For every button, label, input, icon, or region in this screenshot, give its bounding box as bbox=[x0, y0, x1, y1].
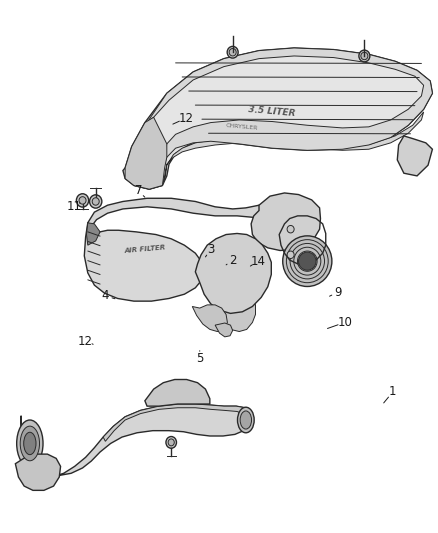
Polygon shape bbox=[125, 117, 166, 189]
Text: 3: 3 bbox=[207, 243, 214, 256]
Text: 14: 14 bbox=[250, 255, 265, 268]
Polygon shape bbox=[123, 48, 431, 189]
Text: 5: 5 bbox=[196, 352, 203, 365]
Ellipse shape bbox=[89, 195, 102, 208]
Polygon shape bbox=[192, 305, 227, 332]
Text: 3.5 LITER: 3.5 LITER bbox=[247, 106, 296, 118]
Polygon shape bbox=[21, 404, 251, 477]
Polygon shape bbox=[215, 323, 232, 337]
Polygon shape bbox=[15, 454, 60, 490]
Ellipse shape bbox=[240, 411, 251, 429]
Text: 10: 10 bbox=[336, 316, 351, 329]
Ellipse shape bbox=[237, 407, 254, 433]
Ellipse shape bbox=[282, 236, 331, 287]
Polygon shape bbox=[251, 193, 320, 251]
Ellipse shape bbox=[358, 50, 369, 62]
Ellipse shape bbox=[17, 420, 43, 467]
Ellipse shape bbox=[298, 252, 315, 270]
Text: 9: 9 bbox=[333, 286, 341, 298]
Polygon shape bbox=[215, 290, 255, 332]
Text: 1: 1 bbox=[388, 385, 396, 398]
Polygon shape bbox=[145, 379, 209, 406]
Ellipse shape bbox=[166, 437, 176, 448]
Ellipse shape bbox=[360, 52, 367, 60]
Ellipse shape bbox=[168, 439, 174, 446]
Ellipse shape bbox=[226, 46, 237, 58]
Text: CHRYSLER: CHRYSLER bbox=[225, 123, 257, 131]
Ellipse shape bbox=[92, 198, 99, 205]
Text: AIR FILTER: AIR FILTER bbox=[124, 245, 166, 254]
Ellipse shape bbox=[229, 49, 236, 56]
Ellipse shape bbox=[79, 197, 86, 204]
Polygon shape bbox=[195, 233, 271, 313]
Polygon shape bbox=[86, 223, 100, 245]
Polygon shape bbox=[396, 136, 431, 176]
Text: 11: 11 bbox=[66, 200, 81, 213]
Text: 2: 2 bbox=[228, 254, 236, 266]
Text: 7: 7 bbox=[134, 184, 142, 197]
Text: 12: 12 bbox=[78, 335, 93, 348]
Ellipse shape bbox=[20, 426, 39, 461]
Polygon shape bbox=[147, 48, 431, 164]
Polygon shape bbox=[125, 112, 423, 189]
Ellipse shape bbox=[286, 251, 293, 259]
Ellipse shape bbox=[286, 225, 293, 233]
Text: 12: 12 bbox=[178, 112, 193, 125]
Text: 4: 4 bbox=[101, 289, 109, 302]
Polygon shape bbox=[88, 198, 285, 227]
Ellipse shape bbox=[76, 193, 88, 207]
Polygon shape bbox=[103, 404, 251, 441]
Polygon shape bbox=[84, 223, 204, 301]
Ellipse shape bbox=[24, 432, 36, 455]
